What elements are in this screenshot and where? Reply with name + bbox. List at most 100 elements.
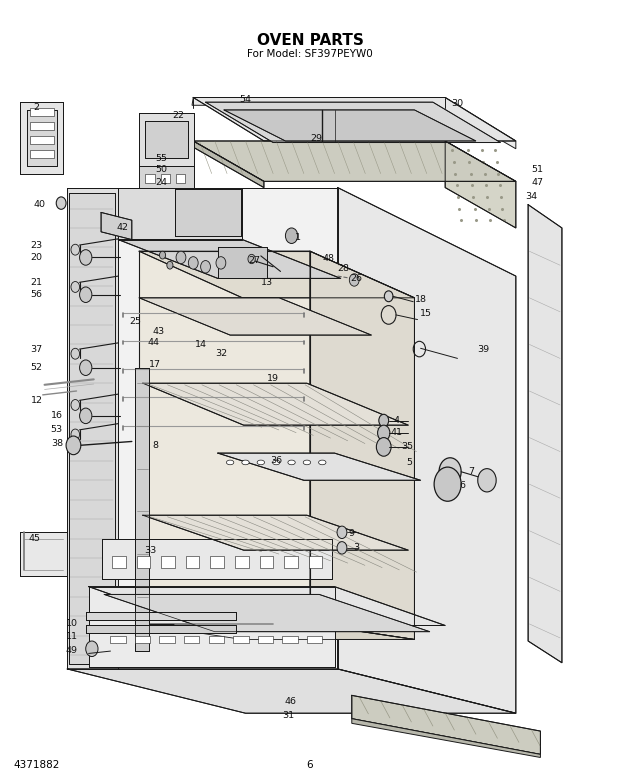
- Polygon shape: [69, 193, 115, 664]
- Polygon shape: [352, 719, 541, 758]
- Circle shape: [216, 256, 226, 269]
- Circle shape: [349, 274, 359, 286]
- Circle shape: [188, 256, 198, 269]
- Polygon shape: [118, 239, 341, 278]
- Polygon shape: [104, 594, 430, 632]
- Text: 26: 26: [350, 274, 362, 283]
- Text: 33: 33: [144, 547, 156, 555]
- Ellipse shape: [257, 460, 265, 465]
- Bar: [258, 636, 273, 644]
- Circle shape: [176, 251, 186, 264]
- Text: 24: 24: [155, 178, 167, 188]
- Polygon shape: [338, 188, 516, 713]
- Polygon shape: [143, 515, 409, 551]
- Circle shape: [71, 244, 79, 255]
- Text: 38: 38: [51, 439, 63, 448]
- Bar: [161, 555, 175, 568]
- Text: 15: 15: [420, 309, 432, 317]
- Bar: [30, 150, 54, 158]
- Circle shape: [79, 287, 92, 303]
- Polygon shape: [218, 453, 420, 480]
- Ellipse shape: [226, 460, 234, 465]
- Text: 28: 28: [338, 264, 350, 273]
- Circle shape: [378, 425, 390, 441]
- Circle shape: [337, 526, 347, 539]
- Text: 1: 1: [294, 233, 301, 242]
- Circle shape: [159, 251, 166, 259]
- Text: 19: 19: [267, 374, 279, 383]
- Polygon shape: [20, 533, 68, 576]
- Polygon shape: [139, 298, 371, 335]
- Text: 49: 49: [66, 646, 78, 655]
- Bar: [137, 555, 150, 568]
- Bar: [110, 636, 126, 644]
- Polygon shape: [101, 213, 132, 239]
- Text: 48: 48: [322, 253, 334, 263]
- Text: 13: 13: [261, 278, 273, 287]
- Circle shape: [79, 249, 92, 265]
- Text: 55: 55: [155, 153, 167, 163]
- Text: 14: 14: [195, 340, 206, 349]
- Polygon shape: [89, 586, 445, 626]
- Text: 53: 53: [51, 425, 63, 434]
- Text: 25: 25: [129, 317, 141, 325]
- Text: 7: 7: [468, 468, 474, 476]
- Text: 18: 18: [415, 295, 427, 304]
- Text: 4: 4: [393, 416, 399, 425]
- Text: 36: 36: [270, 457, 282, 465]
- Text: For Model: SF397PEYW0: For Model: SF397PEYW0: [247, 49, 373, 59]
- Polygon shape: [352, 695, 541, 755]
- Text: 46: 46: [285, 697, 296, 706]
- Polygon shape: [192, 98, 516, 149]
- Polygon shape: [193, 141, 264, 188]
- Polygon shape: [102, 539, 332, 579]
- Polygon shape: [27, 110, 57, 166]
- Circle shape: [71, 429, 79, 440]
- Text: 10: 10: [66, 619, 78, 629]
- Text: 2: 2: [33, 103, 40, 112]
- Text: 39: 39: [477, 346, 489, 354]
- Text: 35: 35: [401, 443, 413, 451]
- Polygon shape: [20, 102, 63, 174]
- Polygon shape: [118, 188, 242, 239]
- Ellipse shape: [242, 460, 249, 465]
- Text: 3: 3: [353, 543, 359, 552]
- Bar: [210, 555, 224, 568]
- Circle shape: [337, 542, 347, 554]
- Text: 50: 50: [155, 165, 167, 174]
- Circle shape: [379, 414, 389, 427]
- Text: 30: 30: [451, 99, 464, 108]
- Polygon shape: [136, 368, 149, 651]
- Ellipse shape: [303, 460, 311, 465]
- Text: 52: 52: [30, 363, 43, 372]
- Polygon shape: [175, 189, 241, 235]
- Text: 11: 11: [66, 632, 78, 641]
- Polygon shape: [68, 188, 118, 669]
- Polygon shape: [445, 141, 516, 228]
- Text: 6: 6: [459, 481, 466, 490]
- Bar: [176, 174, 185, 183]
- Bar: [260, 555, 273, 568]
- Circle shape: [86, 641, 98, 657]
- Text: 17: 17: [149, 360, 161, 369]
- Polygon shape: [139, 624, 414, 640]
- Text: 4371882: 4371882: [14, 760, 60, 770]
- Text: 34: 34: [525, 192, 538, 202]
- Bar: [309, 555, 322, 568]
- Bar: [112, 555, 126, 568]
- Text: 31: 31: [283, 711, 294, 720]
- Circle shape: [376, 438, 391, 456]
- Circle shape: [384, 291, 393, 302]
- Bar: [235, 555, 249, 568]
- Polygon shape: [224, 110, 476, 141]
- Bar: [135, 636, 150, 644]
- Circle shape: [79, 360, 92, 375]
- Text: 6: 6: [307, 760, 313, 770]
- Text: 40: 40: [33, 200, 46, 209]
- Text: 12: 12: [30, 396, 43, 405]
- Circle shape: [71, 348, 79, 359]
- Text: 37: 37: [30, 345, 43, 353]
- Text: 43: 43: [152, 327, 164, 335]
- Polygon shape: [139, 251, 310, 624]
- Polygon shape: [86, 626, 236, 633]
